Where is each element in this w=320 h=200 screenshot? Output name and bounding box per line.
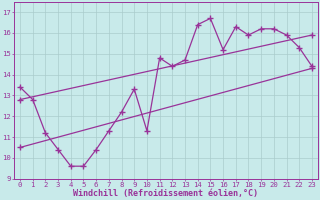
X-axis label: Windchill (Refroidissement éolien,°C): Windchill (Refroidissement éolien,°C) [74, 189, 259, 198]
